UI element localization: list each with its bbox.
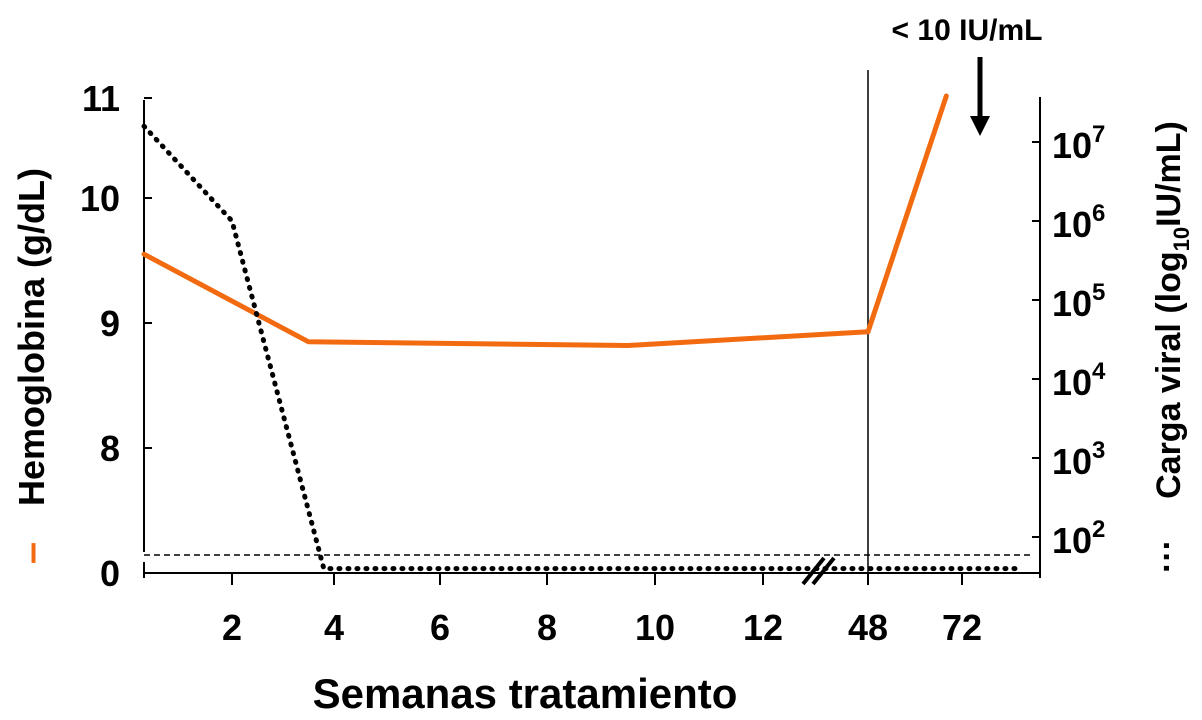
y-right-tick-exponent: 5 [1092, 279, 1105, 306]
x-tick-label: 10 [635, 607, 675, 648]
y-right-tick-label: 104 [1052, 358, 1106, 403]
x-tick-label: 2 [222, 607, 242, 648]
y-right-tick-exponent: 7 [1092, 121, 1105, 148]
y-right-tick-base: 10 [1052, 283, 1092, 324]
axis-lines [142, 97, 1041, 578]
x-tick-label: 6 [430, 607, 450, 648]
y-right-tick-base: 10 [1052, 362, 1092, 403]
y-left-tick-label: 10 [80, 178, 120, 219]
y-right-tick-label: 107 [1052, 121, 1105, 166]
axis-break-slash-2 [811, 556, 836, 586]
y-right-tick-base: 10 [1052, 441, 1092, 482]
y-right-axis-title-main: Carga viral (log [1150, 251, 1188, 499]
annotation-arrow-head [970, 116, 990, 136]
axis-break-marker [801, 556, 836, 586]
viral-load-series-line [141, 123, 1025, 572]
annotation: < 10 IU/mL [892, 14, 1043, 136]
y-left-tick-label: 11 [82, 78, 120, 119]
x-tick-label: 4 [324, 607, 344, 648]
y-right-axis-title-end: IU/mL) [1150, 121, 1188, 227]
y-right-tick-label: 102 [1052, 516, 1105, 561]
y-right-tick-label: 105 [1052, 279, 1105, 324]
y-right-tick-exponent: 2 [1092, 516, 1105, 543]
y-right-tick-exponent: 4 [1092, 358, 1106, 385]
y-right-tick-label: 103 [1052, 437, 1105, 482]
y-left-tick-label: 9 [100, 303, 120, 344]
series-layer [141, 93, 1025, 572]
axis-break-slash-1 [801, 556, 826, 586]
y-right-tick-label: 106 [1052, 200, 1105, 245]
y-right-axis-title: Carga viral (log10IU/mL) [1150, 121, 1194, 499]
y-left-tick-label: 8 [100, 428, 120, 469]
x-axis-title: Semanas tratamiento [313, 670, 738, 717]
y-right-tick-base: 10 [1052, 204, 1092, 245]
y-right-tick-exponent: 3 [1092, 437, 1105, 464]
y-right-tick-base: 10 [1052, 125, 1092, 166]
y-left-legend-marker: – [9, 542, 53, 564]
x-tick-label: 72 [942, 607, 982, 648]
x-tick-label: 8 [537, 607, 557, 648]
annotation-label: < 10 IU/mL [892, 14, 1043, 47]
y-right-tick-exponent: 6 [1092, 200, 1105, 227]
y-left-tick-label: 0 [100, 553, 120, 594]
x-tick-label: 12 [743, 607, 783, 648]
y-left-axis-title: Hemoglobina (g/dL) [11, 168, 52, 506]
y-right-axis-title-sub: 10 [1169, 227, 1194, 251]
ticks [144, 97, 1040, 585]
y-right-legend-marker: ··· [1148, 539, 1186, 573]
hemoglobin-series-line [141, 93, 949, 348]
y-right-tick-base: 10 [1052, 520, 1092, 561]
x-tick-label: 48 [848, 607, 888, 648]
